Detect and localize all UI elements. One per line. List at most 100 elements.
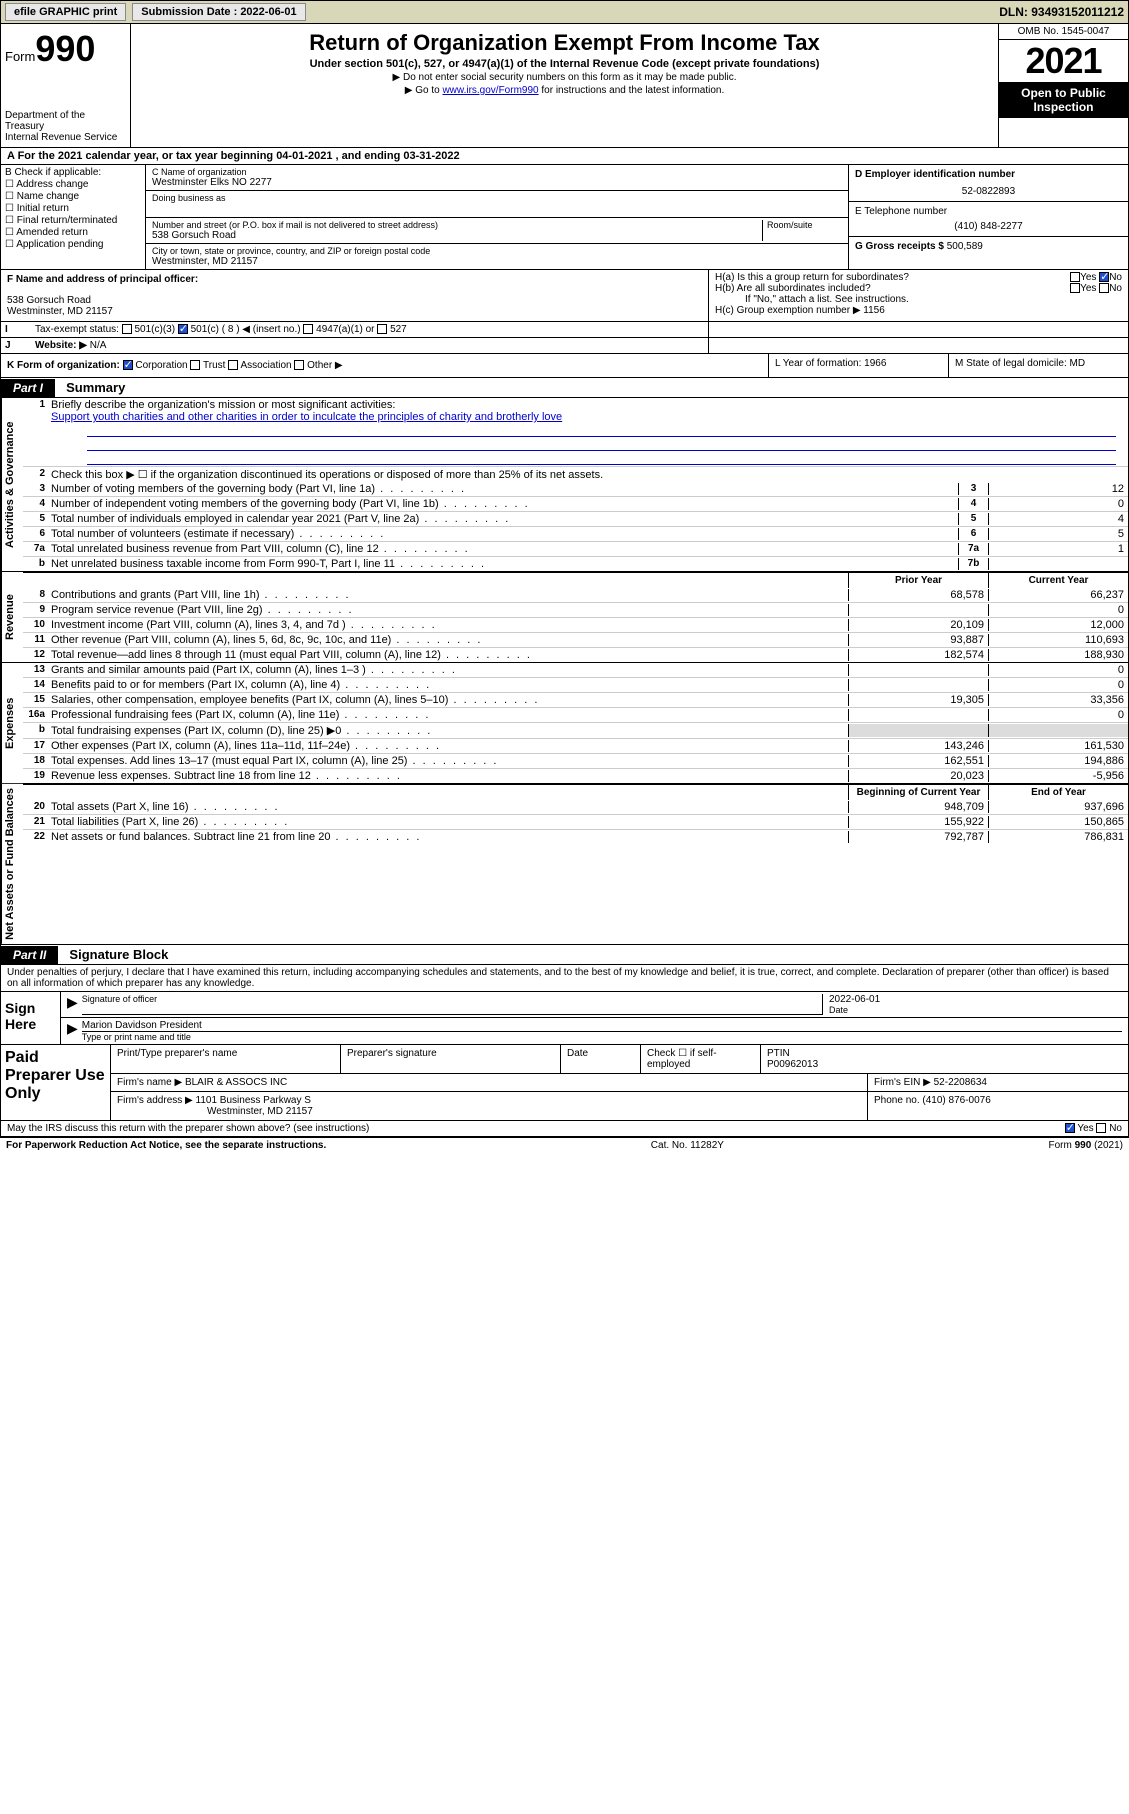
opt-527: 527 — [390, 324, 407, 335]
org-name-label: C Name of organization — [152, 167, 842, 177]
dept-text: Department of the Treasury — [5, 110, 126, 132]
tax-year: 2021 — [999, 40, 1128, 82]
chk-corp[interactable] — [123, 360, 133, 370]
mission-link[interactable]: Support youth charities and other charit… — [51, 411, 562, 423]
summary-line: 5 Total number of individuals employed i… — [23, 511, 1128, 526]
ptin-label: PTIN — [767, 1048, 1122, 1059]
row-j: J Website: ▶ N/A — [0, 338, 1129, 354]
hb-no[interactable]: No — [1109, 283, 1122, 294]
firm-phone-label: Phone no. — [874, 1095, 920, 1106]
sig-name-value: Marion Davidson President — [82, 1020, 1122, 1031]
year-header-net: Beginning of Current Year End of Year — [23, 784, 1128, 800]
form-prefix: Form — [5, 49, 35, 64]
summary-line: 14 Benefits paid to or for members (Part… — [23, 677, 1128, 692]
header-mid: Return of Organization Exempt From Incom… — [131, 24, 998, 147]
chk-name-change[interactable]: ☐ Name change — [5, 191, 141, 202]
discuss-no: No — [1109, 1123, 1122, 1134]
section-netassets: Net Assets or Fund Balances Beginning of… — [0, 784, 1129, 945]
signature-block: Under penalties of perjury, I declare th… — [0, 965, 1129, 1121]
taxyear-line: A For the 2021 calendar year, or tax yea… — [0, 148, 1129, 165]
box-f: F Name and address of principal officer:… — [1, 270, 708, 321]
firm-ein-value: 52-2208634 — [934, 1077, 987, 1088]
section-expenses: Expenses 13 Grants and similar amounts p… — [0, 663, 1129, 784]
line1-num: 1 — [23, 399, 51, 410]
sig-date-label: Date — [829, 1005, 1122, 1015]
open-public-badge: Open to Public Inspection — [999, 82, 1128, 118]
box-m: M State of legal domicile: MD — [948, 354, 1128, 377]
arrow-icon: ▶ — [67, 994, 78, 1015]
city-label: City or town, state or province, country… — [152, 246, 842, 256]
chk-application-pending[interactable]: ☐ Application pending — [5, 239, 141, 250]
chk-527[interactable] — [377, 324, 387, 334]
cat-no: Cat. No. 11282Y — [651, 1140, 724, 1151]
ha-no[interactable]: No — [1109, 272, 1122, 283]
officer-addr2: Westminster, MD 21157 — [7, 306, 702, 317]
prep-sig-hdr: Preparer's signature — [341, 1045, 561, 1073]
begin-year-hdr: Beginning of Current Year — [848, 785, 988, 800]
end-year-hdr: End of Year — [988, 785, 1128, 800]
chk-initial-return[interactable]: ☐ Initial return — [5, 203, 141, 214]
summary-line: 10 Investment income (Part VIII, column … — [23, 617, 1128, 632]
sig-name-label: Type or print name and title — [82, 1031, 1122, 1042]
room-label: Room/suite — [762, 220, 842, 241]
i-text: Tax-exempt status: — [35, 324, 119, 335]
summary-line: 13 Grants and similar amounts paid (Part… — [23, 663, 1128, 677]
dba-label: Doing business as — [152, 193, 842, 203]
chk-assoc[interactable] — [228, 360, 238, 370]
chk-amended-return[interactable]: ☐ Amended return — [5, 227, 141, 238]
ha-yes[interactable]: Yes — [1080, 272, 1096, 283]
summary-line: 15 Salaries, other compensation, employe… — [23, 692, 1128, 707]
note-goto: ▶ Go to www.irs.gov/Form990 for instruct… — [139, 85, 990, 96]
vtab-governance: Activities & Governance — [1, 398, 23, 571]
chk-trust[interactable] — [190, 360, 200, 370]
section-revenue: Revenue Prior Year Current Year 8 Contri… — [0, 572, 1129, 663]
section-govern6ance: Activities & Governance 1 Briefly descri… — [0, 398, 1129, 572]
vtab-netassets: Net Assets or Fund Balances — [1, 784, 23, 944]
dln-text: DLN: 93493152011212 — [999, 5, 1124, 19]
hb-note: If "No," attach a list. See instructions… — [715, 294, 1122, 305]
chk-discuss-yes[interactable] — [1065, 1123, 1075, 1133]
prep-self-hdr: Check ☐ if self-employed — [641, 1045, 761, 1073]
summary-line: 21 Total liabilities (Part X, line 26) 1… — [23, 814, 1128, 829]
chk-address-change[interactable]: ☐ Address change — [5, 179, 141, 190]
efile-button[interactable]: efile GRAPHIC print — [5, 3, 126, 21]
part2-title: Signature Block — [61, 945, 176, 964]
chk-501c3[interactable] — [122, 324, 132, 334]
gross-receipts-label: G Gross receipts $ — [855, 241, 944, 252]
discuss-yes: Yes — [1077, 1123, 1093, 1134]
irs-discuss-text: May the IRS discuss this return with the… — [7, 1123, 369, 1134]
vtab-expenses: Expenses — [1, 663, 23, 783]
opt-corp: Corporation — [135, 360, 187, 371]
chk-discuss-no[interactable] — [1096, 1123, 1106, 1133]
irs-discuss-row: May the IRS discuss this return with the… — [0, 1121, 1129, 1137]
goto-post: for instructions and the latest informat… — [539, 85, 725, 96]
chk-4947[interactable] — [303, 324, 313, 334]
ptin-value: P00962013 — [767, 1059, 1122, 1070]
j-label: J — [1, 338, 31, 353]
submission-date-button[interactable]: Submission Date : 2022-06-01 — [132, 3, 305, 21]
box-l: L Year of formation: 1966 — [768, 354, 948, 377]
hc-text: H(c) Group exemption number ▶ 1156 — [715, 305, 1122, 316]
summary-line: 19 Revenue less expenses. Subtract line … — [23, 768, 1128, 783]
summary-line: 20 Total assets (Part X, line 16) 948,70… — [23, 800, 1128, 814]
row-i: I Tax-exempt status: 501(c)(3) 501(c) ( … — [0, 322, 1129, 338]
omb-number: OMB No. 1545-0047 — [999, 24, 1128, 40]
part2-header: Part II Signature Block — [0, 945, 1129, 965]
hb-yes[interactable]: Yes — [1080, 283, 1096, 294]
firm-name-value: BLAIR & ASSOCS INC — [185, 1077, 287, 1088]
footer-line: For Paperwork Reduction Act Notice, see … — [0, 1137, 1129, 1153]
chk-other[interactable] — [294, 360, 304, 370]
header-right: OMB No. 1545-0047 2021 Open to Public In… — [998, 24, 1128, 147]
year-header-rev: Prior Year Current Year — [23, 572, 1128, 588]
chk-501c[interactable] — [178, 324, 188, 334]
paid-preparer-label: Paid Preparer Use Only — [1, 1045, 111, 1120]
form990-link[interactable]: www.irs.gov/Form990 — [442, 85, 538, 96]
box-b-label: B Check if applicable: — [5, 167, 141, 178]
prior-year-hdr: Prior Year — [848, 573, 988, 588]
summary-line: 17 Other expenses (Part IX, column (A), … — [23, 738, 1128, 753]
part1-title: Summary — [58, 378, 133, 397]
chk-final-return[interactable]: ☐ Final return/terminated — [5, 215, 141, 226]
addr-label: Number and street (or P.O. box if mail i… — [152, 220, 762, 230]
form-header: Form990 Department of the Treasury Inter… — [0, 24, 1129, 148]
firm-ein-label: Firm's EIN ▶ — [874, 1077, 931, 1088]
